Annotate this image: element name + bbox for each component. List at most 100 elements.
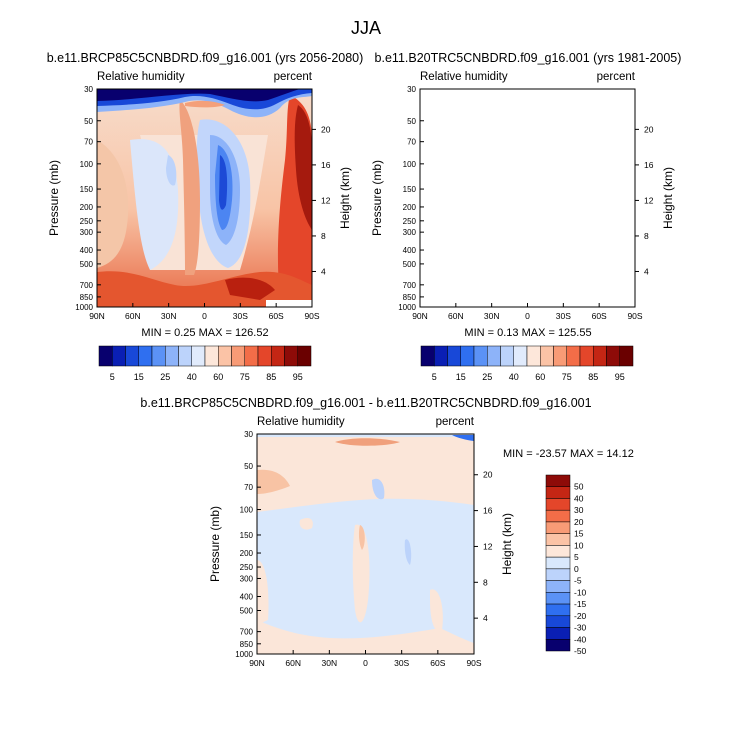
y-tick-label: 400	[240, 593, 254, 602]
contour-moist-south	[601, 95, 635, 300]
contour-dry-south-core	[542, 155, 550, 210]
colorbar-swatch	[545, 639, 571, 652]
panel-diff-stats: MIN = -23.57 MAX = 14.12	[503, 448, 634, 460]
y-tick-label: 1000	[398, 303, 416, 312]
colorbar-swatch	[257, 345, 272, 367]
panel-left-right-ylabel: Height (km)	[338, 167, 352, 229]
colorbar-swatch	[553, 345, 567, 367]
height-tick-label: 16	[483, 506, 493, 516]
y-tick-label: 500	[80, 260, 94, 269]
colorbar-swatch	[125, 345, 139, 367]
colorbar-label: 25	[482, 372, 492, 382]
colorbar-label: 5	[432, 372, 437, 382]
height-tick-label: 4	[483, 613, 488, 623]
contour-pos-upper-north	[257, 469, 290, 494]
x-tick-label: 0	[525, 311, 530, 321]
colorbar-swatch	[112, 345, 126, 367]
colorbar-swatch	[545, 521, 571, 534]
panel-right: b.e11.B20TRC5CNBDRD.f09_g16.001 (yrs 198…	[370, 51, 681, 339]
colorbar-swatch	[487, 345, 501, 367]
panel-difference: b.e11.BRCP85C5CNBDRD.f09_g16.001 - b.e11…	[140, 396, 633, 668]
y-tick-label: 700	[80, 281, 94, 290]
x-tick-label: 60N	[285, 658, 301, 668]
x-tick-label: 30S	[556, 311, 571, 321]
contour-pos-upper	[257, 437, 474, 512]
contour-dry-north	[130, 139, 179, 270]
colorbar-swatch	[545, 603, 571, 617]
contour-moist-north	[97, 140, 129, 268]
y-tick-label: 300	[80, 228, 94, 237]
contour-pos-south	[430, 589, 443, 632]
contour-dry-south-3	[538, 145, 555, 230]
contour-moist-equator	[179, 100, 200, 275]
colorbar-label: 60	[213, 372, 223, 382]
contour-pos-equator	[352, 524, 370, 623]
y-tick-label: 250	[80, 217, 94, 226]
contour-moist-north	[420, 140, 451, 268]
panel-left-axes: 305070100150200250300400500700850100090N…	[75, 85, 331, 321]
colorbar-right: 5 15 25 40 60 75 85 95	[420, 345, 634, 382]
colorbar-label: -10	[574, 587, 587, 597]
colorbar-swatch	[191, 345, 206, 367]
panel-diff-title: b.e11.BRCP85C5CNBDRD.f09_g16.001 - b.e11…	[140, 396, 591, 410]
height-tick-label: 8	[644, 231, 649, 241]
y-tick-label: 1000	[235, 650, 253, 659]
contour-tropopause-moist	[185, 100, 225, 108]
y-tick-label: 700	[240, 628, 254, 637]
y-tick-label: 50	[407, 117, 416, 126]
colorbar-left: 5 15 25 40 60 75 85 95	[98, 345, 312, 382]
y-tick-label: 250	[240, 563, 254, 572]
figure-title: JJA	[351, 18, 381, 38]
panel-right-axes: 305070100150200250300400500700850100090N…	[398, 85, 654, 321]
colorbar-swatch	[244, 345, 259, 367]
panel-right-field	[420, 89, 635, 307]
contour-pos-boundary	[257, 620, 474, 654]
panel-diff-field	[257, 434, 474, 654]
y-tick-label: 250	[403, 217, 417, 226]
contour-dry-south-1	[520, 119, 574, 268]
y-tick-label: 500	[403, 260, 417, 269]
colorbar-swatch	[513, 345, 528, 367]
colorbar-swatch	[526, 345, 541, 367]
colorbar-label: 40	[187, 372, 197, 382]
height-tick-label: 4	[321, 266, 326, 276]
colorbar-label: 10	[574, 540, 584, 550]
colorbar-label: 25	[160, 372, 170, 382]
height-tick-label: 20	[483, 470, 493, 480]
colorbar-swatch	[500, 345, 514, 367]
y-tick-label: 70	[407, 138, 416, 147]
colorbar-swatch	[545, 533, 571, 546]
colorbar-label: 50	[574, 482, 584, 492]
x-tick-label: 30N	[484, 311, 500, 321]
y-tick-label: 70	[244, 483, 253, 492]
colorbar-label: 15	[574, 529, 584, 539]
x-tick-label: 60S	[269, 311, 284, 321]
colorbar-swatch	[271, 345, 285, 367]
contour-dry-south-core	[219, 155, 228, 210]
contour-pos-tropopause	[335, 438, 400, 446]
panel-diff-variable: Relative humidity	[257, 416, 345, 428]
colorbar-swatch	[204, 345, 219, 367]
colorbar-label: -20	[574, 611, 587, 621]
colorbar-label: 30	[574, 505, 584, 515]
contour-neg-mid	[404, 539, 412, 565]
field-background	[420, 89, 635, 307]
colorbar-swatch	[579, 345, 594, 367]
contour-pos-small	[299, 517, 313, 530]
contour-pos-equator-core	[358, 525, 365, 550]
panel-left-stats: MIN = 0.25 MAX = 126.52	[141, 327, 268, 339]
colorbar-label: -50	[574, 646, 587, 656]
contour-top-dry-2	[420, 89, 635, 109]
colorbar-swatch	[545, 568, 571, 581]
colorbar-swatch	[473, 345, 488, 367]
x-tick-label: 0	[202, 311, 207, 321]
contour-boundary-core	[548, 278, 598, 300]
colorbar-swatch	[434, 345, 448, 367]
y-tick-label: 850	[240, 640, 254, 649]
x-tick-label: 30S	[394, 658, 409, 668]
colorbar-swatch	[593, 345, 607, 367]
panel-diff-units: percent	[436, 416, 475, 428]
panel-left-variable: Relative humidity	[97, 71, 185, 83]
colorbar-swatch	[297, 345, 312, 367]
y-tick-label: 850	[403, 293, 417, 302]
